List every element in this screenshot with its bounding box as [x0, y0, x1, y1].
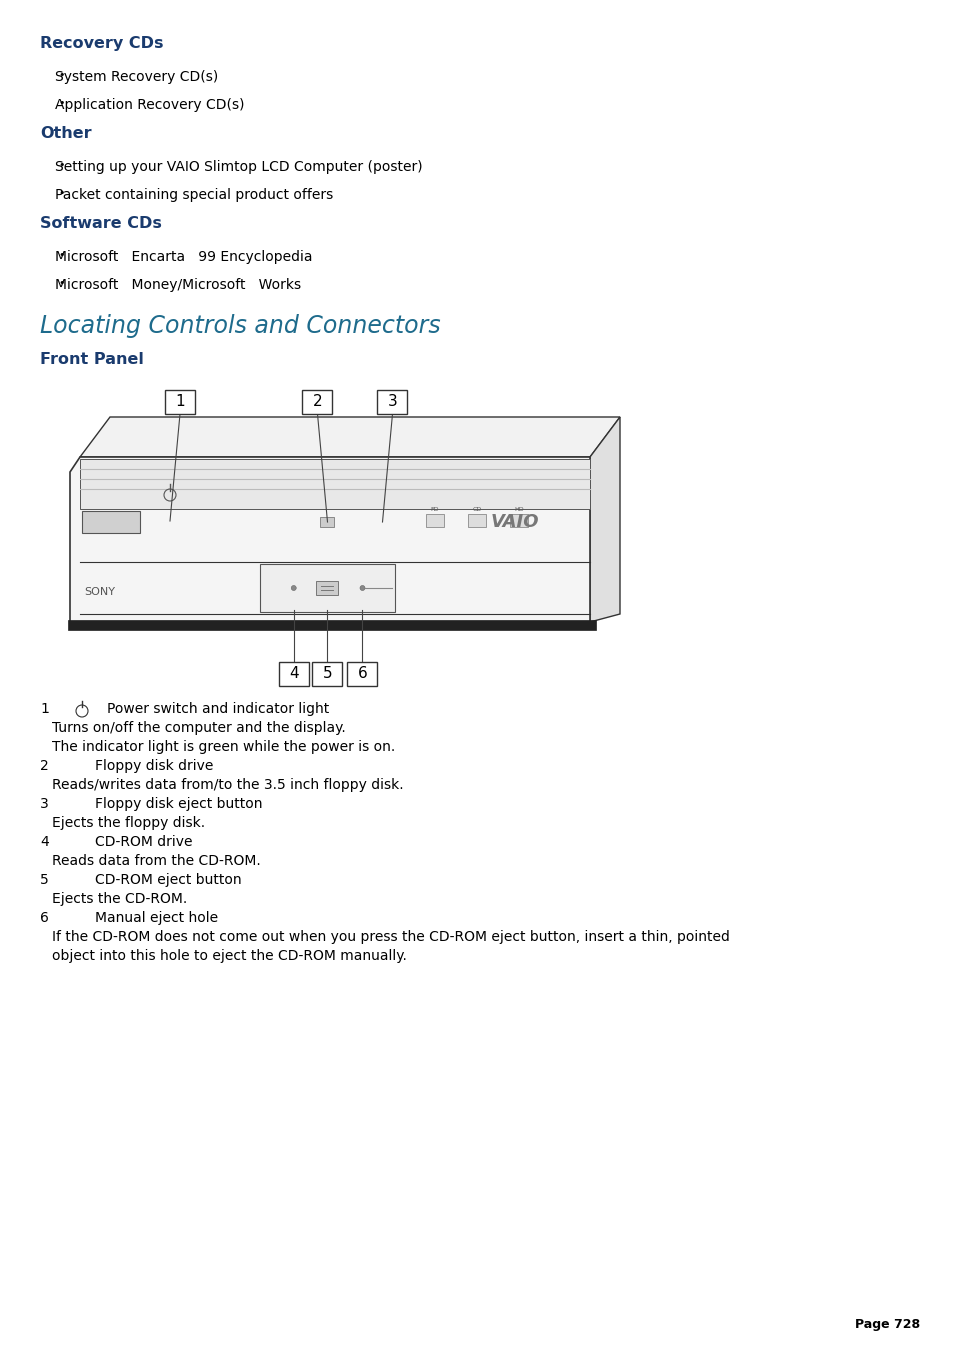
Bar — [316, 581, 338, 594]
Bar — [347, 662, 377, 686]
Text: 5: 5 — [322, 666, 332, 681]
Polygon shape — [70, 457, 589, 621]
Text: Setting up your VAIO Slimtop LCD Computer (poster): Setting up your VAIO Slimtop LCD Compute… — [55, 159, 422, 174]
Text: Manual eject hole: Manual eject hole — [95, 911, 218, 925]
Text: Packet containing special product offers: Packet containing special product offers — [55, 188, 333, 203]
Text: Locating Controls and Connectors: Locating Controls and Connectors — [40, 313, 440, 338]
Bar — [260, 563, 395, 612]
Text: 6: 6 — [357, 666, 367, 681]
Bar — [510, 513, 527, 527]
Text: The indicator light is green while the power is on.: The indicator light is green while the p… — [52, 740, 395, 754]
Bar — [80, 459, 589, 509]
Bar — [68, 620, 596, 630]
Text: •: • — [58, 99, 65, 108]
Bar — [82, 511, 140, 534]
Text: Recovery CDs: Recovery CDs — [40, 36, 163, 51]
Bar — [165, 390, 194, 413]
Text: 4: 4 — [289, 666, 298, 681]
Text: Power switch and indicator light: Power switch and indicator light — [107, 703, 329, 716]
Text: Floppy disk drive: Floppy disk drive — [95, 759, 213, 773]
Text: If the CD-ROM does not come out when you press the CD-ROM eject button, insert a: If the CD-ROM does not come out when you… — [52, 929, 729, 944]
Bar — [320, 517, 335, 527]
Text: CD-ROM drive: CD-ROM drive — [95, 835, 193, 848]
Text: 3: 3 — [40, 797, 49, 811]
Bar — [302, 390, 333, 413]
Text: Page 728: Page 728 — [854, 1319, 919, 1331]
Text: Reads/writes data from/to the 3.5 inch floppy disk.: Reads/writes data from/to the 3.5 inch f… — [52, 778, 403, 792]
Text: 2: 2 — [40, 759, 49, 773]
Text: Ejects the floppy disk.: Ejects the floppy disk. — [52, 816, 205, 830]
Text: Microsoft   Money/Microsoft   Works: Microsoft Money/Microsoft Works — [55, 278, 301, 292]
Text: Ejects the CD-ROM.: Ejects the CD-ROM. — [52, 892, 187, 907]
Text: FD: FD — [431, 507, 438, 512]
Text: Reads data from the CD-ROM.: Reads data from the CD-ROM. — [52, 854, 260, 867]
Text: •: • — [58, 70, 65, 80]
Polygon shape — [80, 417, 619, 457]
Text: CD: CD — [472, 507, 481, 512]
Bar — [278, 662, 309, 686]
Text: System Recovery CD(s): System Recovery CD(s) — [55, 70, 218, 84]
Text: Microsoft   Encarta   99 Encyclopedia: Microsoft Encarta 99 Encyclopedia — [55, 250, 313, 263]
Polygon shape — [589, 417, 619, 621]
Bar — [377, 390, 407, 413]
Text: 2: 2 — [313, 394, 322, 409]
Text: SONY: SONY — [85, 586, 115, 597]
Text: 4: 4 — [40, 835, 49, 848]
Text: Application Recovery CD(s): Application Recovery CD(s) — [55, 99, 244, 112]
Text: 1: 1 — [40, 703, 49, 716]
Bar — [426, 513, 443, 527]
Text: •: • — [58, 188, 65, 199]
Text: •: • — [58, 250, 65, 259]
Bar — [313, 662, 342, 686]
Text: Software CDs: Software CDs — [40, 216, 162, 231]
Text: •: • — [58, 278, 65, 288]
Circle shape — [359, 585, 365, 590]
Text: 1: 1 — [175, 394, 185, 409]
Text: 5: 5 — [40, 873, 49, 888]
Text: 6: 6 — [40, 911, 49, 925]
Text: Floppy disk eject button: Floppy disk eject button — [95, 797, 262, 811]
Text: HD: HD — [514, 507, 523, 512]
Bar — [468, 513, 485, 527]
Text: 3: 3 — [387, 394, 397, 409]
Text: Front Panel: Front Panel — [40, 353, 144, 367]
Text: VAIO: VAIO — [490, 513, 538, 531]
Text: object into this hole to eject the CD-ROM manually.: object into this hole to eject the CD-RO… — [52, 948, 406, 963]
Circle shape — [291, 585, 296, 590]
Text: •: • — [58, 159, 65, 170]
Text: Turns on/off the computer and the display.: Turns on/off the computer and the displa… — [52, 721, 345, 735]
Text: CD-ROM eject button: CD-ROM eject button — [95, 873, 241, 888]
Text: Other: Other — [40, 126, 91, 141]
